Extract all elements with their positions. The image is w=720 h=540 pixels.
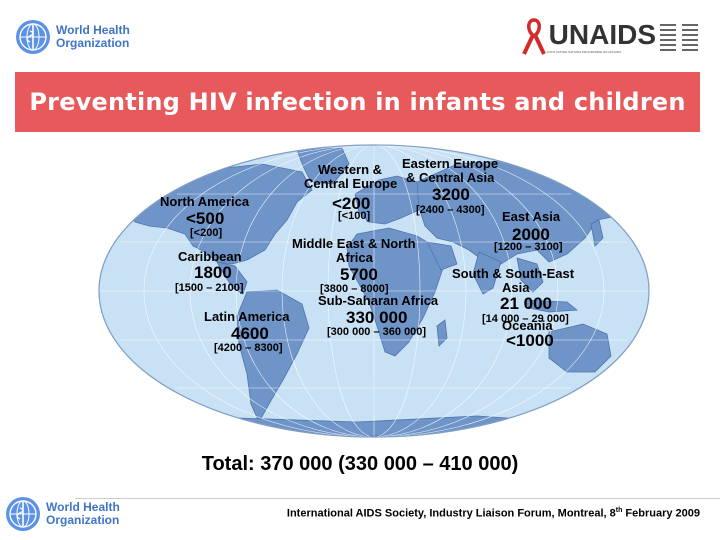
south-east-asia-range: [14 000 – 29 000] xyxy=(482,313,569,325)
unaids-logo: UNAIDS JOINT UNITED NATIONS PROGRAMME ON… xyxy=(521,18,700,56)
mena-name-1: Middle East & North xyxy=(292,236,416,251)
east-asia-range: [1200 – 3100] xyxy=(494,241,563,253)
caribbean-value: 1800 xyxy=(194,263,232,282)
north-america-name: North America xyxy=(160,194,250,209)
east-asia-value: 2000 xyxy=(512,225,550,244)
who-line1: World Health xyxy=(56,23,130,37)
western-europe-value: <200 xyxy=(332,194,371,213)
western-europe-range: [<100] xyxy=(338,210,371,222)
south-east-asia-value: 21 000 xyxy=(500,294,552,313)
who-wordmark-bottom: World Health Organization xyxy=(46,501,138,527)
who-bottom-line1: World Health xyxy=(46,500,120,514)
graticule xyxy=(99,145,649,437)
mena-range: [3800 – 8000] xyxy=(320,283,389,295)
caribbean-range: [1500 – 2100] xyxy=(175,282,244,294)
mena-name-2: Africa xyxy=(336,250,373,265)
who-emblem-icon xyxy=(16,20,50,54)
unaids-tagline: JOINT UNITED NATIONS PROGRAMME ON HIV/AI… xyxy=(546,50,622,54)
page-title: Preventing HIV infection in infants and … xyxy=(29,88,686,116)
sub-saharan-range: [300 000 – 360 000] xyxy=(327,326,427,338)
eastern-europe-value: 3200 xyxy=(432,185,470,204)
total-value: 370 000 (330 000 – 410 000) xyxy=(260,453,519,475)
unaids-wordmark: UNAIDS xyxy=(548,19,656,50)
landmass-europe xyxy=(354,175,428,225)
total-line: Total: 370 000 (330 000 – 410 000) xyxy=(0,453,720,476)
red-ribbon-icon xyxy=(521,18,546,55)
who-emblem-icon xyxy=(6,497,40,531)
sub-saharan-value: 330 000 xyxy=(346,308,408,327)
who-wordmark: World Health Organization xyxy=(56,24,148,50)
landmass-central-america xyxy=(216,261,248,295)
western-europe-name-2: Central Europe xyxy=(304,176,398,191)
who-line2: Organization xyxy=(56,36,130,50)
north-america-range: [<200] xyxy=(190,227,223,239)
north-america-value: <500 xyxy=(186,209,225,228)
mena-value: 5700 xyxy=(340,265,378,284)
footer-text-before: International AIDS Society, Industry Lia… xyxy=(286,507,616,520)
landmass-australia xyxy=(548,323,612,373)
eastern-europe-range: [2400 – 4300] xyxy=(416,204,485,216)
landmass-indonesia xyxy=(524,299,579,313)
south-east-asia-name-1: South & South-East xyxy=(452,266,575,281)
east-asia-name: East Asia xyxy=(502,209,561,224)
footer-divider xyxy=(75,498,720,539)
landmass-arabia xyxy=(426,241,458,271)
latin-america-value: 4600 xyxy=(231,324,269,343)
oceania-name: Oceania xyxy=(502,318,553,333)
landmass-new-zealand xyxy=(624,373,634,397)
who-logo-bottom: World Health Organization xyxy=(6,497,138,531)
footer-text-after: February 2009 xyxy=(622,507,700,520)
total-prefix: Total: xyxy=(201,453,261,475)
latin-america-name: Latin America xyxy=(204,309,290,324)
oceania-value: <1000 xyxy=(506,331,554,350)
eastern-europe-name-2: & Central Asia xyxy=(406,170,495,185)
landmass-madagascar xyxy=(436,319,448,347)
latin-america-range: [4200 – 8300] xyxy=(214,342,283,354)
who-bottom-line2: Organization xyxy=(46,513,120,527)
eastern-europe-name-1: Eastern Europe xyxy=(402,156,499,171)
sub-saharan-name: Sub-Saharan Africa xyxy=(318,293,439,308)
cosponsor-list xyxy=(660,23,700,52)
title-banner: Preventing HIV infection in infants and … xyxy=(15,72,700,132)
landmass-southeast-asia xyxy=(516,257,544,293)
world-map xyxy=(98,144,650,438)
footer-superscript: th xyxy=(615,507,623,514)
footer-citation: International AIDS Society, Industry Lia… xyxy=(287,507,700,520)
who-logo-top: World Health Organization xyxy=(16,20,148,54)
south-east-asia-name-2: Asia xyxy=(502,280,530,295)
caribbean-name: Caribbean xyxy=(178,249,242,264)
landmass-south-america xyxy=(236,289,310,423)
landmass-japan xyxy=(590,219,604,247)
western-europe-name-1: Western & xyxy=(318,162,383,177)
